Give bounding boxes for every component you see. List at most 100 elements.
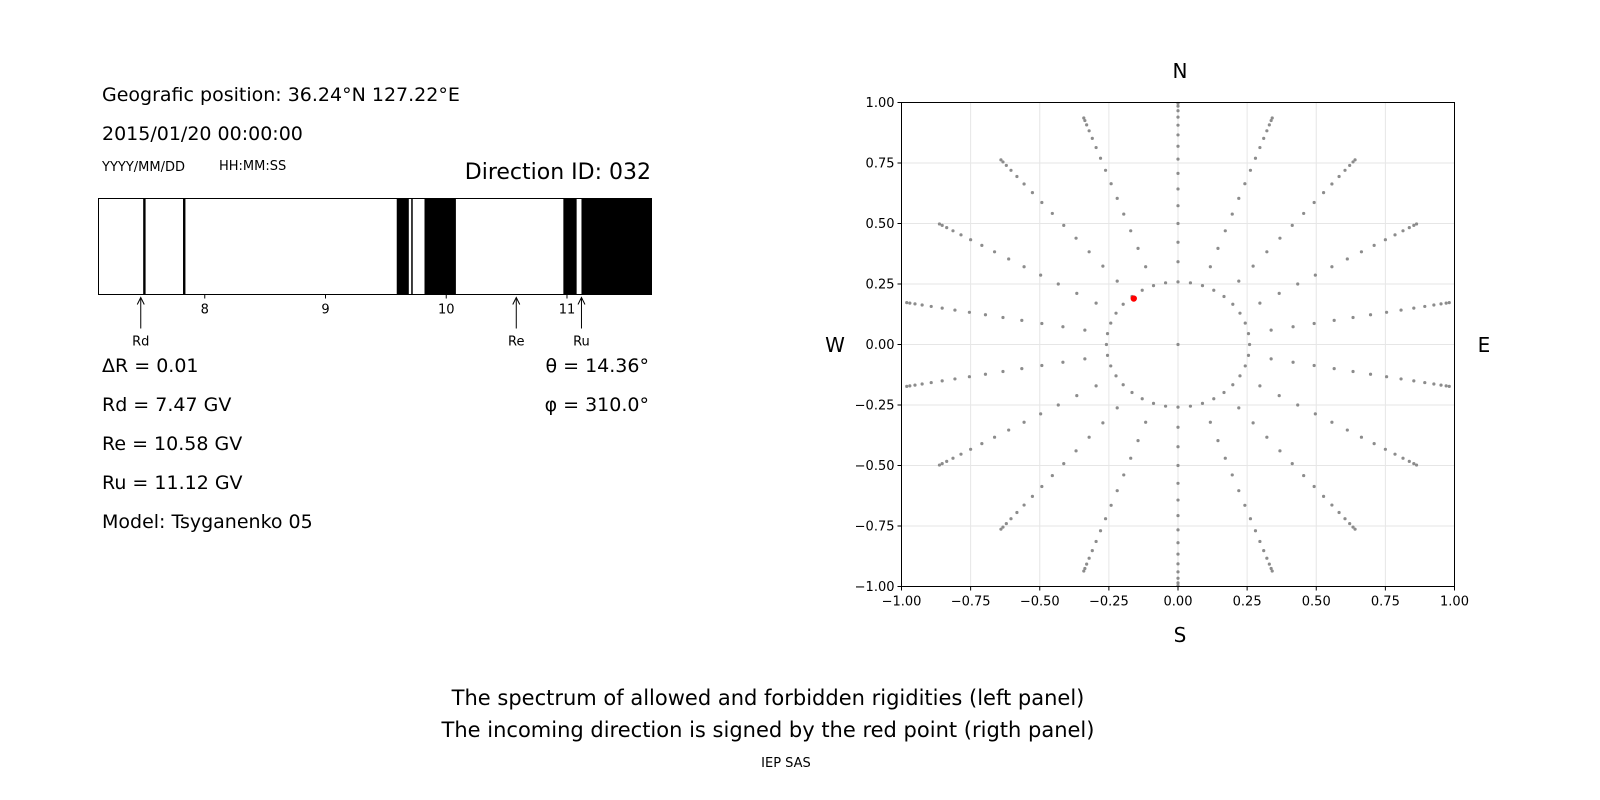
- direction-point: [1062, 223, 1066, 227]
- direction-point: [1399, 377, 1403, 381]
- direction-point: [1176, 514, 1180, 518]
- direction-point: [999, 158, 1003, 162]
- direction-point: [1176, 528, 1180, 532]
- caption-line-2: The incoming direction is signed by the …: [441, 718, 1095, 742]
- direction-point: [1321, 191, 1326, 195]
- direction-point: [1368, 372, 1373, 376]
- direction-point: [969, 447, 973, 451]
- delta-r-value: ΔR = 0.01: [102, 355, 199, 377]
- direction-point: [1129, 456, 1133, 460]
- direction-point: [1383, 447, 1387, 451]
- direction-point: [1269, 566, 1273, 571]
- y-tick-label: −0.25: [855, 399, 895, 414]
- direction-point: [1022, 420, 1026, 424]
- direction-point: [1163, 404, 1168, 408]
- spectrum-tick-label: 8: [201, 303, 209, 318]
- direction-point: [1090, 548, 1094, 553]
- direction-point: [1312, 321, 1316, 326]
- direction-point: [1114, 311, 1118, 315]
- direction-point: [1432, 382, 1436, 386]
- direction-point: [1075, 394, 1079, 398]
- direction-point: [1343, 517, 1347, 521]
- direction-point: [1200, 284, 1205, 288]
- direction-point: [1384, 375, 1389, 379]
- direction-point: [1001, 160, 1005, 164]
- direction-point: [929, 380, 933, 385]
- direction-point: [1248, 517, 1253, 521]
- direction-point: [1401, 456, 1405, 460]
- direction-point: [1061, 325, 1065, 329]
- direction-point: [967, 310, 972, 314]
- direction-point: [1176, 570, 1180, 574]
- ru-value: Ru = 11.12 GV: [102, 472, 243, 494]
- direction-point: [1330, 420, 1334, 424]
- x-tick-label: 0.50: [1302, 595, 1331, 610]
- direction-point: [1230, 212, 1234, 216]
- direction-point: [1007, 257, 1011, 261]
- scatter-ticks: −1.00 −0.75 −0.50 −0.25 0.00 0.25 0.50 0.75 1.00…: [855, 96, 1469, 610]
- direction-point: [1269, 118, 1273, 123]
- direction-point: [1401, 229, 1405, 233]
- direction-point: [1372, 442, 1376, 446]
- direction-point: [1001, 525, 1005, 529]
- direction-point: [1345, 428, 1349, 432]
- direction-point: [1337, 510, 1341, 515]
- direction-point: [1237, 196, 1241, 200]
- direction-point: [1009, 517, 1013, 521]
- direction-point: [1151, 401, 1156, 405]
- direction-point: [1432, 303, 1436, 307]
- direction-point: [1447, 384, 1451, 388]
- spectrum-tick-label: 11: [559, 303, 576, 318]
- direction-point: [1121, 383, 1125, 387]
- direction-point: [1176, 576, 1180, 580]
- direction-point: [1208, 265, 1212, 269]
- direction-point: [940, 462, 944, 466]
- direction-point: [1061, 360, 1065, 364]
- highlight-point: [1130, 295, 1137, 302]
- direction-point: [1216, 246, 1220, 250]
- direction-point: [969, 238, 973, 242]
- direction-point: [1004, 521, 1008, 526]
- direction-point: [1212, 288, 1216, 292]
- direction-point: [1040, 200, 1044, 205]
- direction-point: [953, 308, 957, 312]
- direction-points: [905, 101, 1451, 588]
- direction-point: [1144, 265, 1148, 269]
- marker-label: Re: [508, 335, 524, 350]
- direction-point: [1176, 405, 1180, 409]
- x-tick-label: −1.00: [882, 595, 922, 610]
- direction-point: [1348, 163, 1352, 168]
- direction-point: [1087, 250, 1091, 254]
- direction-point: [1262, 548, 1266, 553]
- direction-point: [908, 301, 912, 305]
- direction-point: [1176, 115, 1180, 119]
- direction-point: [1384, 310, 1389, 314]
- direction-point: [1332, 318, 1336, 322]
- spectrum-frame: [98, 198, 652, 295]
- direction-point: [1104, 342, 1109, 347]
- direction-point: [1312, 484, 1316, 489]
- direction-point: [1248, 168, 1253, 172]
- direction-point: [1144, 420, 1148, 424]
- direction-point: [1101, 421, 1105, 425]
- direction-point: [1083, 328, 1087, 332]
- direction-point: [1140, 397, 1144, 401]
- direction-point: [1399, 308, 1403, 312]
- direction-point: [1313, 412, 1317, 416]
- direction-point: [1296, 282, 1300, 286]
- direction-point: [1130, 390, 1134, 395]
- direction-point: [1176, 221, 1180, 226]
- direction-id: Direction ID: 032: [464, 160, 651, 185]
- direction-point: [1176, 187, 1180, 191]
- direction-point: [1151, 284, 1156, 288]
- direction-point: [1103, 168, 1108, 172]
- direction-point: [959, 452, 963, 456]
- direction-point: [1094, 301, 1098, 305]
- direction-point: [905, 301, 909, 305]
- direction-point: [1353, 527, 1357, 531]
- direction-point: [1040, 484, 1044, 489]
- direction-point: [1020, 367, 1024, 371]
- direction-point: [1223, 456, 1227, 460]
- direction-point: [1188, 281, 1193, 285]
- direction-point: [1243, 364, 1247, 368]
